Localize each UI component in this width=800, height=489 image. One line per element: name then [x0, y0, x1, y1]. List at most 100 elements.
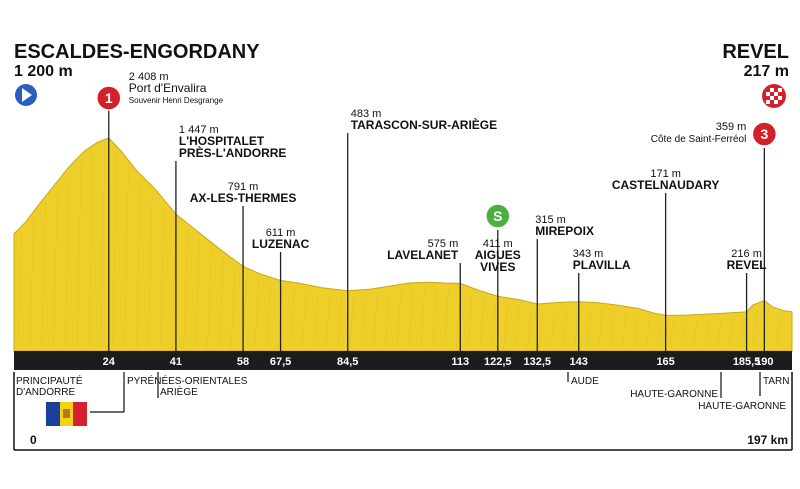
point-name: MIREPOIX [535, 224, 594, 238]
profile-area [13, 137, 793, 352]
texture-stroke [219, 257, 224, 350]
flag-square [766, 92, 770, 96]
texture-stroke [195, 239, 200, 350]
point-name: Côte de Saint-Ferréol [651, 134, 747, 145]
texture-stroke [609, 310, 615, 350]
texture-stroke [479, 297, 485, 350]
texture-stroke [64, 172, 70, 350]
flag-square [766, 100, 770, 104]
flag-square [770, 96, 774, 100]
x-start-label: 0 [30, 433, 37, 447]
texture-stroke [361, 295, 366, 350]
region-panel [13, 372, 793, 451]
flag-square [774, 88, 778, 92]
sprint-marker-icon [485, 203, 511, 229]
texture-stroke [633, 314, 639, 350]
start-arrow-icon [15, 84, 37, 106]
km-tick-label: 113 [451, 356, 469, 368]
texture-stroke [645, 317, 651, 350]
flag-square [778, 96, 782, 100]
texture-stroke [444, 289, 449, 350]
texture-stroke [373, 294, 378, 350]
texture-stroke [621, 312, 627, 350]
texture-stroke [420, 288, 426, 350]
flag-square [770, 100, 774, 104]
texture-stroke [598, 309, 603, 350]
region-aude: AUDE [571, 376, 599, 387]
flag-square [770, 88, 774, 92]
climb-marker-icon [96, 85, 122, 111]
km-tick-label: 58 [237, 356, 249, 368]
km-tick-label: 122,5 [484, 356, 512, 368]
point-name: Port d'Envalira [129, 81, 207, 95]
texture-stroke [455, 289, 461, 350]
flag-square [774, 92, 778, 96]
texture-stroke [159, 205, 165, 350]
point-elevation: 1 447 m [179, 124, 219, 136]
point-name: REVEL [727, 258, 767, 272]
point-elevation: 575 m [428, 238, 459, 250]
point-name: PLAVILLA [573, 258, 631, 272]
point-elevation: 611 m [266, 227, 296, 239]
marker-label: 3 [760, 126, 768, 142]
texture-stroke [76, 160, 82, 350]
texture-stroke [349, 296, 354, 350]
finish-elevation: 217 m [744, 63, 789, 80]
texture-stroke [29, 217, 35, 350]
km-band [14, 351, 792, 370]
texture-stroke [266, 283, 271, 350]
km-tick-label: 24 [103, 356, 116, 368]
texture-stroke [432, 288, 437, 350]
flag-square [778, 100, 782, 104]
texture-stroke [408, 288, 414, 350]
point-elevation: 411 m [483, 238, 513, 250]
point-elevation: 171 m [650, 168, 681, 180]
texture-stroke [574, 307, 580, 350]
point-name: AX-LES-THERMES [190, 191, 297, 205]
texture-stroke [669, 321, 674, 350]
texture-stroke [183, 229, 189, 350]
texture-stroke [384, 292, 390, 350]
texture-stroke [88, 151, 94, 350]
climb-marker-icon [751, 121, 778, 147]
texture-stroke [491, 301, 497, 350]
texture-stroke [775, 315, 781, 350]
flag-square [766, 96, 770, 100]
region-ariege: ARIÈGE [160, 385, 198, 398]
point-elevation: 216 m [731, 248, 762, 260]
point-elevation: 483 m [351, 108, 382, 120]
texture-stroke [254, 279, 260, 350]
region-pyrenees: PYRÉNÉES-ORIENTALES [127, 374, 248, 387]
texture-stroke [17, 231, 23, 350]
region-tarn: TARN [763, 376, 789, 387]
start-elevation: 1 200 m [14, 63, 73, 80]
point-name: CASTELNAUDARY [612, 178, 720, 192]
flag-square [774, 100, 778, 104]
region-andorra-2: D'ANDORRE [16, 387, 75, 398]
km-tick-label: 67,5 [270, 356, 291, 368]
texture-stroke [207, 248, 212, 350]
texture-stroke [147, 192, 153, 350]
flag-square [766, 88, 770, 92]
point-elevation: 791 m [228, 181, 259, 193]
point-name-line2: VIVES [480, 260, 515, 274]
finish-flag-icon [762, 84, 786, 108]
point-name: LAVELANET [387, 248, 459, 262]
km-tick-label: 143 [570, 356, 588, 368]
texture-stroke [527, 308, 532, 350]
texture-stroke [301, 290, 307, 350]
flag-square [778, 92, 782, 96]
texture-stroke [657, 320, 662, 350]
km-tick-label: 190 [755, 356, 773, 368]
profile-texture [17, 145, 781, 350]
point-name-line2: PRÈS-L'ANDORRE [179, 145, 287, 160]
texture-stroke [53, 187, 58, 350]
km-tick-label: 132,5 [524, 356, 552, 368]
texture-stroke [692, 320, 698, 350]
texture-stroke [100, 145, 106, 350]
flag-square [770, 92, 774, 96]
texture-stroke [124, 166, 129, 350]
point-name: AIGUES [475, 248, 521, 262]
